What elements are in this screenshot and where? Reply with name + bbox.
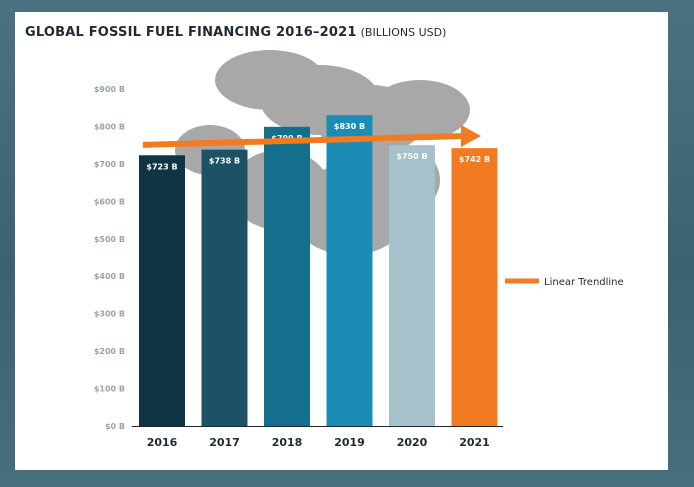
bar-2019 — [326, 115, 373, 426]
y-tick-label: $600 B — [94, 197, 125, 206]
data-label: $742 B — [459, 155, 490, 164]
y-tick-label: $700 B — [94, 160, 125, 169]
x-tick-label: 2021 — [459, 436, 490, 449]
data-label: $750 B — [396, 152, 427, 161]
bar-2017 — [201, 149, 248, 426]
y-tick-label: $900 B — [94, 85, 125, 94]
trendline-arrowhead — [461, 124, 481, 147]
y-tick-label: $800 B — [94, 122, 125, 131]
bar-2020 — [389, 145, 435, 426]
y-tick-label: $0 B — [105, 422, 125, 431]
data-label: $830 B — [334, 122, 365, 131]
x-tick-label: 2019 — [334, 436, 365, 449]
x-tick-label: 2017 — [209, 436, 240, 449]
data-label: $738 B — [209, 157, 240, 166]
legend: Linear Trendline — [505, 277, 624, 288]
chart-title: GLOBAL FOSSIL FUEL FINANCING 2016–2021 (B… — [25, 23, 446, 41]
bar-2021 — [451, 148, 498, 426]
y-tick-label: $400 B — [94, 272, 125, 281]
data-label: $723 B — [146, 162, 177, 171]
x-tick-label: 2016 — [147, 436, 178, 449]
y-axis: $0 B $100 B $200 B $300 B $400 B $500 B $600 B… — [94, 85, 125, 431]
x-tick-label: 2018 — [272, 436, 303, 449]
y-tick-label: $500 B — [94, 235, 125, 244]
trendline — [142, 124, 481, 148]
y-tick-label: $100 B — [94, 385, 125, 394]
legend-label: Linear Trendline — [544, 277, 624, 288]
chart-title-unit: (BILLIONS USD) — [360, 26, 447, 39]
y-tick-label: $200 B — [94, 347, 125, 356]
bar-2016 — [139, 155, 185, 426]
chart-title-main: GLOBAL FOSSIL FUEL FINANCING 2016–2021 — [25, 25, 357, 40]
x-axis: 2016 2017 2018 2019 2020 2021 — [147, 436, 490, 449]
x-tick-label: 2020 — [397, 436, 428, 449]
bar-2018 — [264, 126, 310, 427]
trendline-line — [142, 132, 466, 148]
y-tick-label: $300 B — [94, 310, 125, 319]
bars: $723 B$738 B$799 B$830 B$750 B$742 B — [139, 115, 498, 427]
